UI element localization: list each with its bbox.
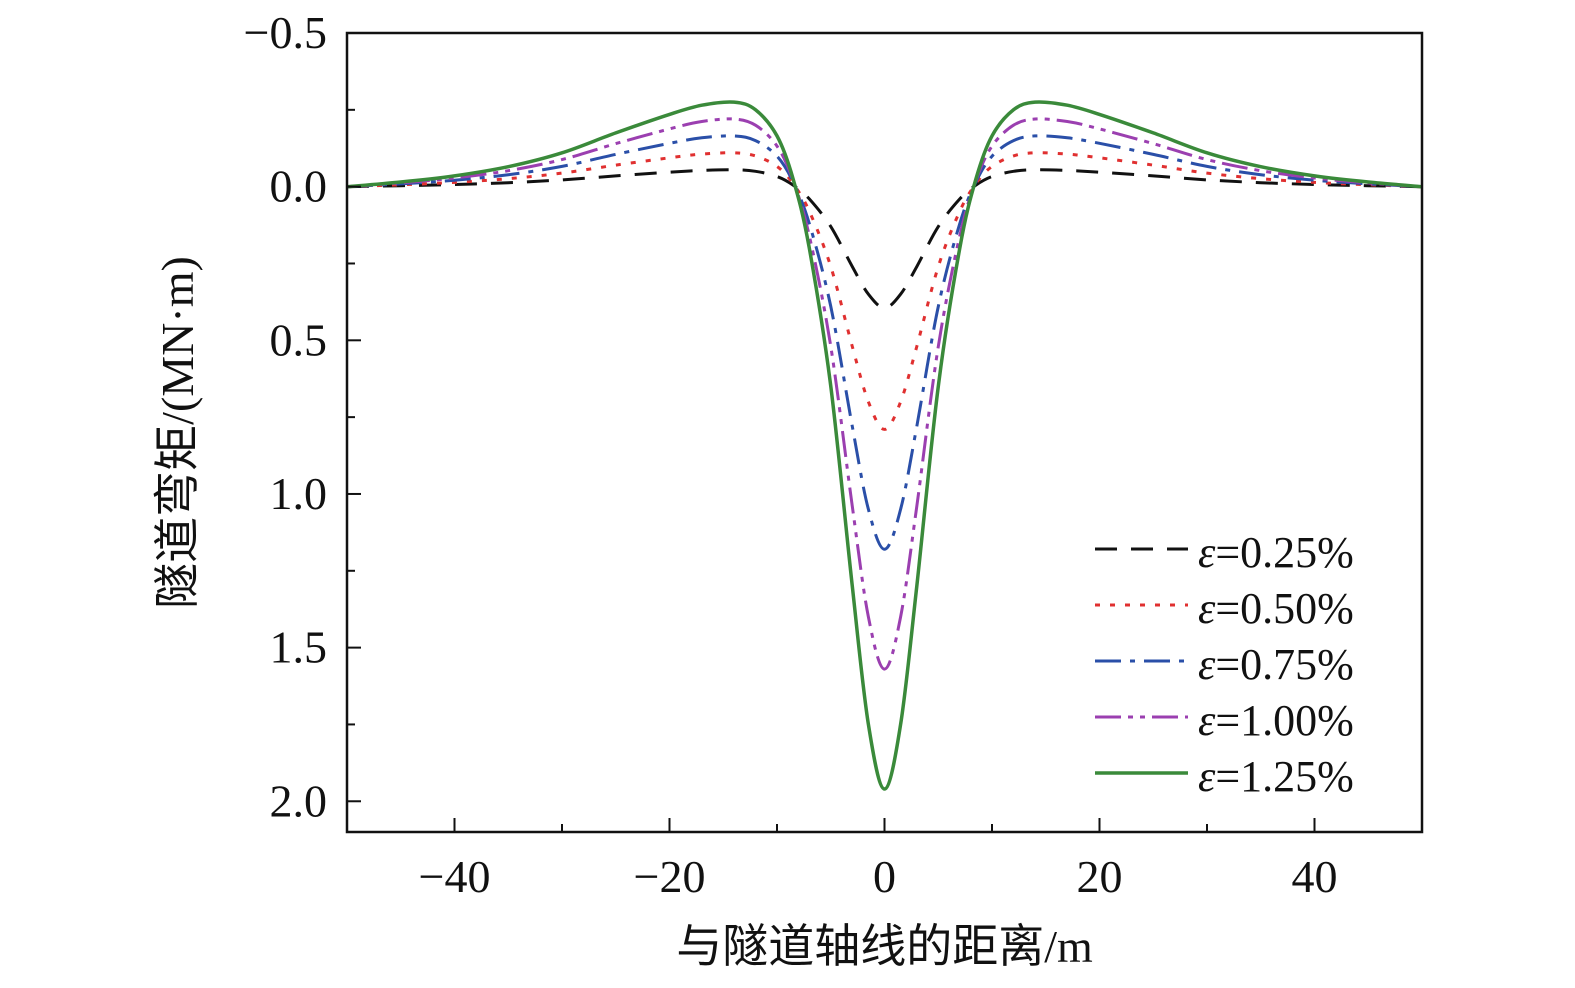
series-line-2 bbox=[346, 151, 1423, 431]
series-line-4 bbox=[346, 117, 1423, 671]
legend-label: ε=0.50% bbox=[1198, 584, 1354, 633]
series-line-1 bbox=[346, 168, 1423, 310]
series-layer bbox=[346, 100, 1423, 791]
x-tick-label: 40 bbox=[1292, 851, 1338, 902]
legend: ε=0.25%ε=0.50%ε=0.75%ε=1.00%ε=1.25% bbox=[1095, 528, 1354, 801]
x-axis-title: 与隧道轴线的距离/m bbox=[676, 921, 1093, 972]
y-tick-label: 2.0 bbox=[270, 775, 328, 826]
legend-label: ε=1.00% bbox=[1198, 696, 1354, 745]
ticks-layer: −40 −20 0 20 40 −0.5 0.0 0.5 1.0 1.5 2.0 bbox=[244, 7, 1338, 902]
legend-label-symbol: ε bbox=[1198, 584, 1216, 633]
legend-label-symbol: ε bbox=[1198, 640, 1216, 689]
series-line-5 bbox=[346, 100, 1423, 791]
legend-label-symbol: ε bbox=[1198, 752, 1216, 801]
legend-label: ε=0.25% bbox=[1198, 528, 1354, 577]
x-tick-label: −40 bbox=[419, 851, 491, 902]
y-tick-label: 1.5 bbox=[270, 622, 328, 673]
y-tick-label: 1.0 bbox=[270, 468, 328, 519]
y-tick-label: 0.5 bbox=[270, 314, 328, 365]
x-tick-label: −20 bbox=[634, 851, 706, 902]
legend-label-value: =0.50% bbox=[1215, 584, 1353, 633]
y-tick-label: −0.5 bbox=[244, 7, 327, 58]
series-line-3 bbox=[346, 134, 1423, 551]
legend-label-symbol: ε bbox=[1198, 528, 1216, 577]
legend-label: ε=0.75% bbox=[1198, 640, 1354, 689]
legend-label-symbol: ε bbox=[1198, 696, 1216, 745]
y-axis-title: 隧道弯矩/(MN·m) bbox=[152, 256, 203, 609]
legend-label-value: =0.25% bbox=[1215, 528, 1353, 577]
x-tick-label: 20 bbox=[1077, 851, 1123, 902]
y-tick-label: 0.0 bbox=[270, 161, 328, 212]
legend-label-value: =1.25% bbox=[1215, 752, 1353, 801]
x-tick-label: 0 bbox=[873, 851, 896, 902]
legend-label: ε=1.25% bbox=[1198, 752, 1354, 801]
legend-label-value: =0.75% bbox=[1215, 640, 1353, 689]
legend-label-value: =1.00% bbox=[1215, 696, 1353, 745]
